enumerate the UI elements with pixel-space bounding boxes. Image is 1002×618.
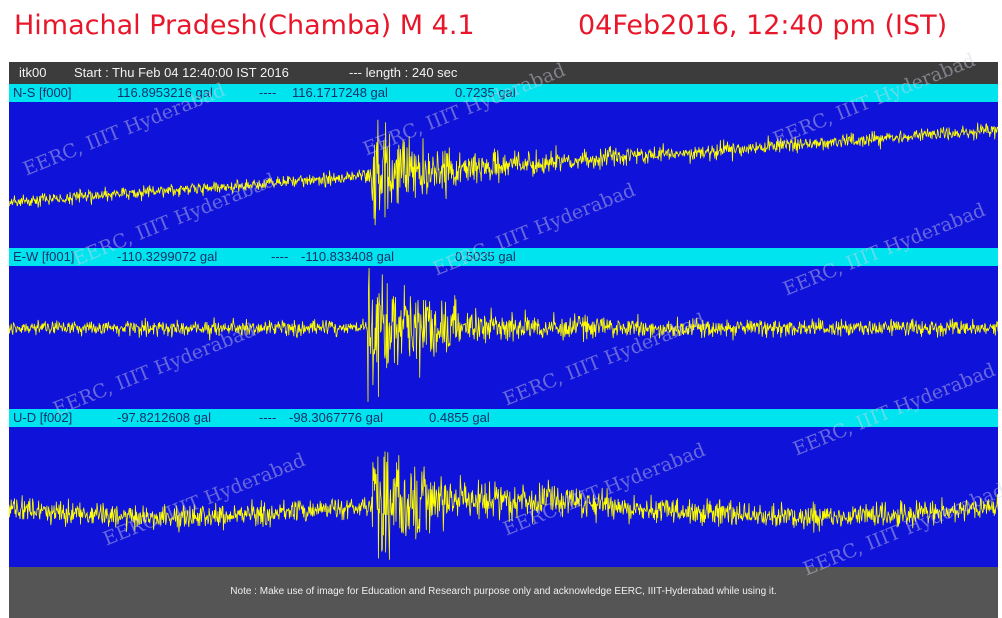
channel-min: -98.3067776 gal xyxy=(289,410,383,425)
channel-name: N-S [f000] xyxy=(13,85,72,100)
channel-min: -110.833408 gal xyxy=(301,249,395,264)
channel-sep: ---- xyxy=(259,410,277,425)
trace-line-ew xyxy=(9,267,998,402)
channel-header-ud: U-D [f002] -97.8212608 gal ---- -98.3067… xyxy=(9,409,998,427)
footer-note-bar: Note : Make use of image for Education a… xyxy=(9,567,998,618)
channel-max: 116.8953216 gal xyxy=(117,85,213,100)
station-code: itk00 xyxy=(19,65,47,80)
record-start: Start : Thu Feb 04 12:40:00 IST 2016 xyxy=(74,65,289,80)
trace-plot-ew xyxy=(9,266,998,409)
channel-header-ns: N-S [f000] 116.8953216 gal ---- 116.1717… xyxy=(9,84,998,102)
channel-name: E-W [f001] xyxy=(13,249,75,264)
channel-header-ew: E-W [f001] -110.3299072 gal ---- -110.83… xyxy=(9,248,998,266)
channel-min: 116.1717248 gal xyxy=(292,85,388,100)
channel-max: -110.3299072 gal xyxy=(117,249,218,264)
channel-sep: ---- xyxy=(259,85,277,100)
channel-name: U-D [f002] xyxy=(13,410,73,425)
channel-range: 0.7235 gal xyxy=(455,85,516,100)
trace-svg-ew xyxy=(9,267,998,402)
trace-plot-ud xyxy=(9,427,998,567)
channel-sep: ---- xyxy=(271,249,289,264)
trace-plot-ns xyxy=(9,102,998,248)
event-datetime: 04Feb2016, 12:40 pm (IST) xyxy=(578,10,948,41)
channel-range: 0.5035 gal xyxy=(455,249,516,264)
trace-line-ud xyxy=(9,451,998,560)
trace-svg-ns xyxy=(9,119,998,226)
channel-range: 0.4855 gal xyxy=(429,410,490,425)
record-header: itk00 Start : Thu Feb 04 12:40:00 IST 20… xyxy=(9,62,998,84)
footer-note: Note : Make use of image for Education a… xyxy=(230,586,777,597)
trace-svg-ud xyxy=(9,451,998,560)
trace-line-ns xyxy=(9,119,998,226)
channel-max: -97.8212608 gal xyxy=(117,410,211,425)
record-length: --- length : 240 sec xyxy=(349,65,458,80)
event-title: Himachal Pradesh(Chamba) M 4.1 xyxy=(14,10,475,41)
